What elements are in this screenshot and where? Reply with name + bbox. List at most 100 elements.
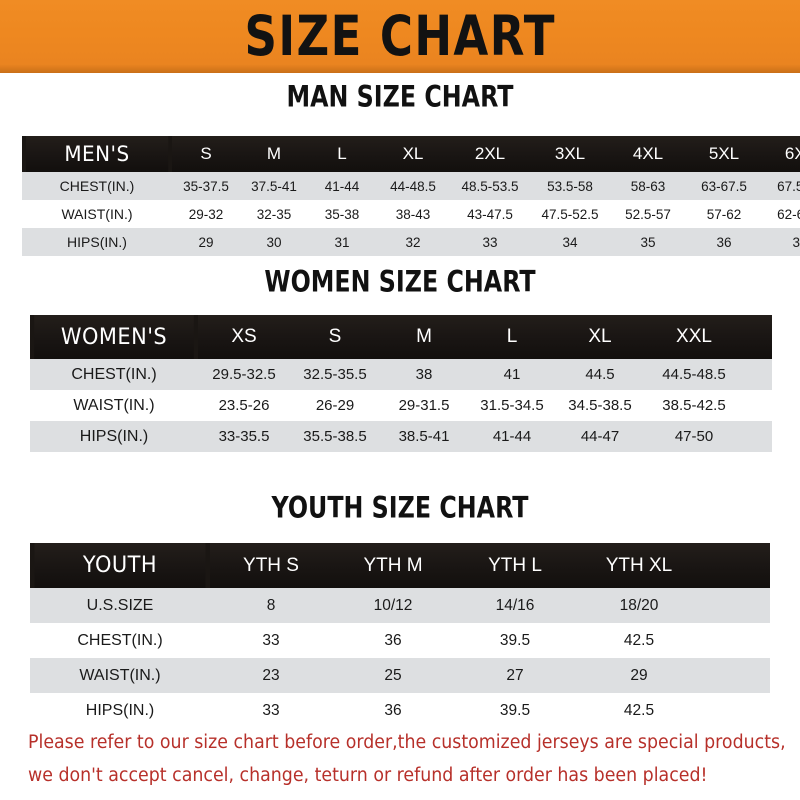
men-chest-xl: 44-48.5 (376, 172, 450, 200)
women-col-xs: XS (198, 315, 290, 359)
men-chest-5xl: 63-67.5 (686, 172, 762, 200)
table-row: U.S.SIZE 8 10/12 14/16 18/20 (30, 588, 770, 623)
youth-section-title: YOUTH SIZE CHART (271, 491, 529, 526)
men-col-6xl: 6XL (762, 136, 800, 172)
youth-row-spacer (702, 658, 770, 693)
man-section-title: MAN SIZE CHART (286, 80, 514, 115)
women-row-spacer (744, 390, 772, 421)
youth-row-label-ussize: U.S.SIZE (30, 588, 210, 623)
table-row: HIPS(IN.) 29 30 31 32 33 34 35 36 37 (22, 228, 800, 256)
page-title: SIZE CHART (244, 4, 556, 69)
table-row: WAIST(IN.) 23 25 27 29 (30, 658, 770, 693)
men-row-label-hips: HIPS(IN.) (22, 228, 172, 256)
women-col-xxl: XXL (644, 315, 744, 359)
youth-col-yth-xl: YTH XL (576, 543, 702, 588)
youth-chest-s: 33 (210, 623, 332, 658)
youth-row-spacer (702, 623, 770, 658)
youth-ussize-m: 10/12 (332, 588, 454, 623)
men-col-l: L (308, 136, 376, 172)
youth-row-spacer (702, 588, 770, 623)
youth-row-label-hips: HIPS(IN.) (30, 693, 210, 728)
table-row: CHEST(IN.) 35-37.5 37.5-41 41-44 44-48.5… (22, 172, 800, 200)
youth-ussize-s: 8 (210, 588, 332, 623)
men-waist-m: 32-35 (240, 200, 308, 228)
men-chest-3xl: 53.5-58 (530, 172, 610, 200)
men-hips-5xl: 36 (686, 228, 762, 256)
youth-col-yth-l: YTH L (454, 543, 576, 588)
women-hips-m: 38.5-41 (380, 421, 468, 452)
women-waist-xs: 23.5-26 (198, 390, 290, 421)
men-chest-m: 37.5-41 (240, 172, 308, 200)
women-waist-m: 29-31.5 (380, 390, 468, 421)
men-waist-6xl: 62-66.5 (762, 200, 800, 228)
men-chest-6xl: 67.5-72 (762, 172, 800, 200)
youth-col-yth-s: YTH S (210, 543, 332, 588)
women-row-spacer (744, 421, 772, 452)
women-chest-m: 38 (380, 359, 468, 390)
youth-row-spacer (702, 693, 770, 728)
youth-corner-label: YOUTH (34, 543, 206, 588)
youth-chest-m: 36 (332, 623, 454, 658)
men-row-label-chest: CHEST(IN.) (22, 172, 172, 200)
men-waist-xl: 38-43 (376, 200, 450, 228)
women-waist-xl: 34.5-38.5 (556, 390, 644, 421)
youth-waist-m: 25 (332, 658, 454, 693)
men-col-xl: XL (376, 136, 450, 172)
women-hips-l: 41-44 (468, 421, 556, 452)
banner: SIZE CHART (0, 0, 800, 73)
women-hips-xxl: 47-50 (644, 421, 744, 452)
men-hips-6xl: 37 (762, 228, 800, 256)
men-waist-5xl: 57-62 (686, 200, 762, 228)
men-hips-m: 30 (240, 228, 308, 256)
table-row: WAIST(IN.) 29-32 32-35 35-38 38-43 43-47… (22, 200, 800, 228)
youth-chest-xl: 42.5 (576, 623, 702, 658)
women-hips-xs: 33-35.5 (198, 421, 290, 452)
men-size-table: MEN'S S M L XL 2XL 3XL 4XL 5XL 6XL CHEST… (22, 136, 800, 256)
women-chest-xxl: 44.5-48.5 (644, 359, 744, 390)
men-hips-3xl: 34 (530, 228, 610, 256)
women-header-spacer (744, 315, 772, 359)
men-corner-label: MEN'S (25, 136, 169, 172)
women-section-title: WOMEN SIZE CHART (264, 265, 536, 300)
women-col-xl: XL (556, 315, 644, 359)
youth-header-spacer (702, 543, 770, 588)
men-chest-l: 41-44 (308, 172, 376, 200)
women-chest-l: 41 (468, 359, 556, 390)
table-row: HIPS(IN.) 33-35.5 35.5-38.5 38.5-41 41-4… (30, 421, 772, 452)
women-col-s: S (290, 315, 380, 359)
women-waist-xxl: 38.5-42.5 (644, 390, 744, 421)
footer-line-2: we don't accept cancel, change, teturn o… (28, 765, 708, 786)
youth-waist-s: 23 (210, 658, 332, 693)
youth-row-label-waist: WAIST(IN.) (30, 658, 210, 693)
women-row-spacer (744, 359, 772, 390)
men-waist-4xl: 52.5-57 (610, 200, 686, 228)
youth-hips-m: 36 (332, 693, 454, 728)
men-chest-s: 35-37.5 (172, 172, 240, 200)
women-chest-s: 32.5-35.5 (290, 359, 380, 390)
men-col-3xl: 3XL (530, 136, 610, 172)
men-col-5xl: 5XL (686, 136, 762, 172)
men-waist-2xl: 43-47.5 (450, 200, 530, 228)
youth-table-header-row: YOUTH YTH S YTH M YTH L YTH XL (30, 543, 770, 588)
women-hips-xl: 44-47 (556, 421, 644, 452)
youth-col-yth-m: YTH M (332, 543, 454, 588)
women-row-label-hips: HIPS(IN.) (30, 421, 198, 452)
table-row: CHEST(IN.) 29.5-32.5 32.5-35.5 38 41 44.… (30, 359, 772, 390)
footer-disclaimer: Please refer to our size chart before or… (28, 726, 786, 792)
table-row: WAIST(IN.) 23.5-26 26-29 29-31.5 31.5-34… (30, 390, 772, 421)
youth-size-table: YOUTH YTH S YTH M YTH L YTH XL U.S.SIZE … (30, 543, 770, 728)
youth-hips-s: 33 (210, 693, 332, 728)
women-hips-s: 35.5-38.5 (290, 421, 380, 452)
table-row: CHEST(IN.) 33 36 39.5 42.5 (30, 623, 770, 658)
men-waist-3xl: 47.5-52.5 (530, 200, 610, 228)
men-col-4xl: 4XL (610, 136, 686, 172)
women-col-m: M (380, 315, 468, 359)
youth-chest-l: 39.5 (454, 623, 576, 658)
women-table-header-row: WOMEN'S XS S M L XL XXL (30, 315, 772, 359)
women-chest-xl: 44.5 (556, 359, 644, 390)
women-waist-l: 31.5-34.5 (468, 390, 556, 421)
men-waist-s: 29-32 (172, 200, 240, 228)
men-hips-s: 29 (172, 228, 240, 256)
youth-waist-l: 27 (454, 658, 576, 693)
men-hips-l: 31 (308, 228, 376, 256)
